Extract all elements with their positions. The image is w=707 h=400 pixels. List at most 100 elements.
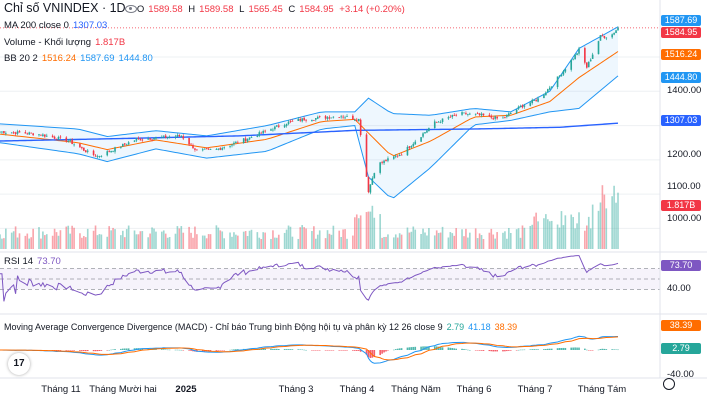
candle-body [355, 119, 358, 121]
candle-body [71, 139, 73, 145]
candle-body [12, 132, 15, 134]
volume-bar [603, 194, 606, 249]
volume-bar [424, 232, 426, 249]
volume-bar [176, 226, 179, 249]
legend-macd[interactable]: Moving Average Convergence Divergence (M… [4, 321, 521, 333]
macd-hist-bar [502, 350, 504, 352]
volume-bar [1, 238, 3, 249]
macd-hist-bar [289, 349, 292, 350]
candle-body [492, 118, 495, 120]
macd-hist-bar [359, 350, 362, 352]
candle-body [94, 155, 97, 157]
legend-rsi[interactable]: RSI 14 73.70 [4, 256, 65, 268]
macd-hist-bar [519, 349, 522, 351]
legend-ma[interactable]: MA 200 close 0 1307.03 [4, 20, 111, 32]
macd-hist-bar [123, 348, 126, 350]
candle-body [515, 109, 518, 114]
macd-hist-bar [182, 350, 185, 351]
candle-body [30, 132, 33, 134]
candle-body [203, 148, 206, 150]
volume-bar [570, 214, 573, 249]
volume-bar [572, 217, 574, 249]
macd-hist-bar [318, 350, 321, 351]
volume-bar [550, 220, 553, 249]
candle-body [550, 86, 553, 88]
candle-body [141, 139, 144, 141]
gear-icon[interactable] [663, 378, 675, 390]
macd-hist-bar [155, 349, 157, 350]
macd-hist-bar [79, 350, 81, 351]
volume-bar [125, 229, 128, 249]
x-label-thang-11: Tháng 11 [41, 384, 81, 395]
candle-body [379, 162, 381, 173]
candle-body [318, 116, 321, 118]
candle-body [79, 143, 81, 148]
volume-bar [196, 234, 198, 249]
volume-bar [135, 234, 138, 249]
candle-body [231, 144, 233, 146]
volume-bar [324, 238, 327, 249]
eye-icon[interactable] [125, 5, 137, 13]
volume-bar [291, 236, 294, 249]
macd-hist-bar [597, 349, 600, 351]
volume-bar [385, 236, 387, 249]
legend-volume[interactable]: Volume - Khối lượng 1.817B [4, 37, 129, 49]
volume-bar [250, 229, 253, 249]
macd-hist-bar [410, 347, 413, 350]
volume-bar [223, 238, 226, 249]
candle-body [112, 151, 114, 152]
macd-hist-bar [496, 350, 498, 352]
volume-bar [120, 235, 122, 249]
candle-body [420, 137, 422, 142]
macd-hist-bar [192, 350, 194, 352]
volume-bar [94, 225, 97, 249]
tradingview-logo[interactable]: 17 [8, 353, 30, 375]
macd-hist-bar [328, 350, 331, 351]
candle-body [133, 140, 136, 142]
candle-body [57, 137, 60, 140]
volume-bar [346, 238, 348, 249]
volume-bar [287, 225, 290, 249]
candle-body [599, 35, 602, 41]
volume-bar [301, 225, 303, 249]
macd-hist-bar [231, 349, 233, 351]
macd-hist-bar [576, 347, 578, 350]
volume-bar [396, 237, 399, 249]
volume-bar [106, 236, 109, 249]
macd-hist-bar [408, 347, 411, 350]
volume-value: 1.817B [95, 37, 126, 48]
macd-hist-bar [272, 348, 274, 350]
ohlc-close-key: C [288, 4, 296, 15]
macd-hist-bar [221, 350, 224, 351]
candle-body [480, 113, 483, 116]
candle-body [352, 115, 354, 120]
volume-bar [30, 237, 33, 249]
legend-bb[interactable]: BB 20 2 1516.24 1587.69 1444.80 [4, 53, 157, 65]
volume-bar [494, 238, 496, 249]
macd-hist-bar [276, 348, 278, 350]
volume-bar [270, 238, 272, 249]
macd-hist-bar [591, 350, 594, 351]
bb-lower-tag: 1444.80 [661, 72, 701, 83]
ma200-path [0, 122, 619, 142]
volume-bar [194, 226, 196, 249]
candle-body [151, 139, 153, 141]
y-tick-1400: 1400.00 [667, 85, 702, 96]
macd-hist-bar [474, 350, 477, 351]
volume-bar [12, 231, 15, 249]
macd-hist-bar [311, 350, 313, 351]
candle-body [572, 58, 574, 60]
macd-hist-bar [611, 349, 613, 350]
bb-basis-tag: 1516.24 [661, 49, 701, 60]
symbol-title[interactable]: Chỉ số VNINDEX · 1D [4, 1, 126, 15]
macd-hist-bar [533, 349, 535, 350]
macd-line-value: 41.18 [468, 322, 491, 332]
candle-body [406, 146, 409, 156]
volume-bar [285, 229, 288, 249]
macd-hist-bar [451, 348, 454, 350]
macd-pane [0, 335, 619, 364]
candle-body [110, 150, 112, 153]
candle-body [469, 113, 471, 115]
macd-hist-bar [122, 348, 124, 350]
